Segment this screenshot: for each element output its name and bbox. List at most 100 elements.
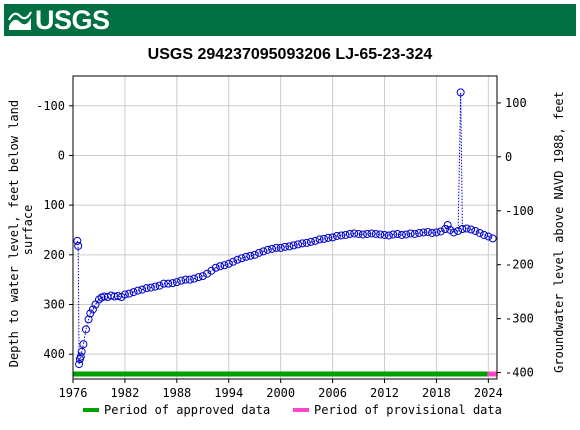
- data-point: [415, 228, 424, 237]
- data-point: [324, 233, 333, 242]
- data-point: [302, 238, 311, 247]
- data-point: [159, 279, 168, 288]
- legend: Period of approved data Period of provis…: [83, 403, 502, 417]
- data-point: [74, 241, 83, 250]
- data-point: [328, 233, 337, 242]
- data-point: [76, 352, 85, 361]
- data-point: [467, 225, 476, 234]
- data-point: [133, 286, 142, 295]
- data-point: [185, 275, 194, 284]
- data-point: [354, 229, 363, 238]
- data-point: [88, 305, 97, 314]
- data-point: [410, 229, 419, 238]
- data-point: [402, 230, 411, 239]
- data-point: [259, 247, 268, 256]
- data-point: [306, 237, 315, 246]
- x-tick-label: 2024: [474, 386, 503, 400]
- series-layer: [73, 88, 497, 369]
- right-tick-label: -400: [505, 366, 534, 380]
- data-point: [229, 257, 238, 266]
- usgs-logo[interactable]: USGS: [8, 5, 110, 35]
- plot-frame: [72, 75, 498, 380]
- x-tick-label: 1988: [162, 386, 191, 400]
- data-point: [332, 231, 341, 240]
- data-point: [125, 289, 134, 298]
- left-axis-label-line2: surface: [21, 205, 35, 256]
- header-bar: [4, 4, 576, 36]
- data-point: [456, 88, 465, 97]
- data-point: [285, 242, 294, 251]
- left-tick-label: 300: [43, 297, 65, 311]
- header-banner: USGS: [0, 0, 580, 40]
- data-point: [475, 228, 484, 237]
- logo-text: USGS: [35, 4, 110, 35]
- legend-approved-label: Period of approved data: [104, 403, 270, 417]
- data-point: [268, 244, 277, 253]
- data-point: [423, 227, 432, 236]
- data-point: [436, 227, 445, 236]
- data-point: [458, 224, 467, 233]
- data-point: [164, 279, 173, 288]
- data-point: [181, 275, 190, 284]
- data-point: [471, 226, 480, 235]
- data-point: [224, 259, 233, 268]
- data-point: [194, 273, 203, 282]
- data-point: [255, 248, 264, 257]
- data-point: [242, 252, 251, 261]
- data-point: [363, 229, 372, 238]
- data-point: [441, 224, 450, 233]
- data-point: [449, 228, 458, 237]
- data-point: [462, 224, 471, 233]
- series-line: [76, 92, 493, 365]
- left-tick-label: 0: [58, 148, 65, 162]
- data-point: [75, 360, 84, 369]
- chart-title: USGS 294237095093206 LJ-65-23-324: [148, 46, 433, 63]
- data-point: [315, 235, 324, 244]
- data-point: [350, 229, 359, 238]
- right-tick-label: 100: [505, 96, 527, 110]
- data-point: [237, 254, 246, 263]
- data-point: [345, 229, 354, 238]
- data-point: [393, 229, 402, 238]
- data-point: [389, 230, 398, 239]
- data-point: [79, 340, 88, 349]
- data-point: [272, 243, 281, 252]
- data-point: [73, 236, 82, 245]
- data-point: [177, 276, 186, 285]
- x-axis-ticks: 1976 1982 1988 1994 2000 2006 2012 2018 2024: [59, 379, 503, 400]
- x-tick-label: 2012: [370, 386, 399, 400]
- data-point: [168, 279, 177, 288]
- data-point: [428, 228, 437, 237]
- data-point: [198, 272, 207, 281]
- data-point: [367, 229, 376, 238]
- right-tick-label: -200: [505, 258, 534, 272]
- data-point: [380, 230, 389, 239]
- left-axis-label: Depth to water level, feet below land su…: [7, 93, 35, 368]
- left-axis-ticks: -100 0 100 200 300 400: [36, 99, 73, 361]
- data-point: [146, 283, 155, 292]
- data-point: [384, 231, 393, 240]
- right-tick-label: -100: [505, 204, 534, 218]
- usgs-wave-icon: [8, 11, 32, 30]
- left-tick-label: 100: [43, 198, 65, 212]
- data-point: [84, 315, 93, 324]
- data-point: [443, 221, 452, 230]
- legend-provisional-label: Period of provisional data: [314, 403, 502, 417]
- right-axis-label: Groundwater level above NAVD 1988, feet: [552, 91, 566, 373]
- data-point: [293, 240, 302, 249]
- data-point: [250, 250, 259, 259]
- data-point: [319, 234, 328, 243]
- data-point: [142, 284, 151, 293]
- data-point: [281, 242, 289, 251]
- data-point: [358, 230, 367, 239]
- right-axis-ticks: 100 0 -100 -200 -300 -400: [497, 96, 534, 380]
- right-tick-label: 0: [505, 150, 512, 164]
- data-point: [220, 261, 229, 270]
- x-tick-label: 1994: [214, 386, 243, 400]
- data-point: [397, 230, 406, 239]
- data-point: [190, 274, 199, 283]
- data-point: [298, 239, 307, 248]
- left-tick-label: 400: [43, 347, 65, 361]
- data-point: [120, 290, 129, 299]
- right-tick-label: -300: [505, 312, 534, 326]
